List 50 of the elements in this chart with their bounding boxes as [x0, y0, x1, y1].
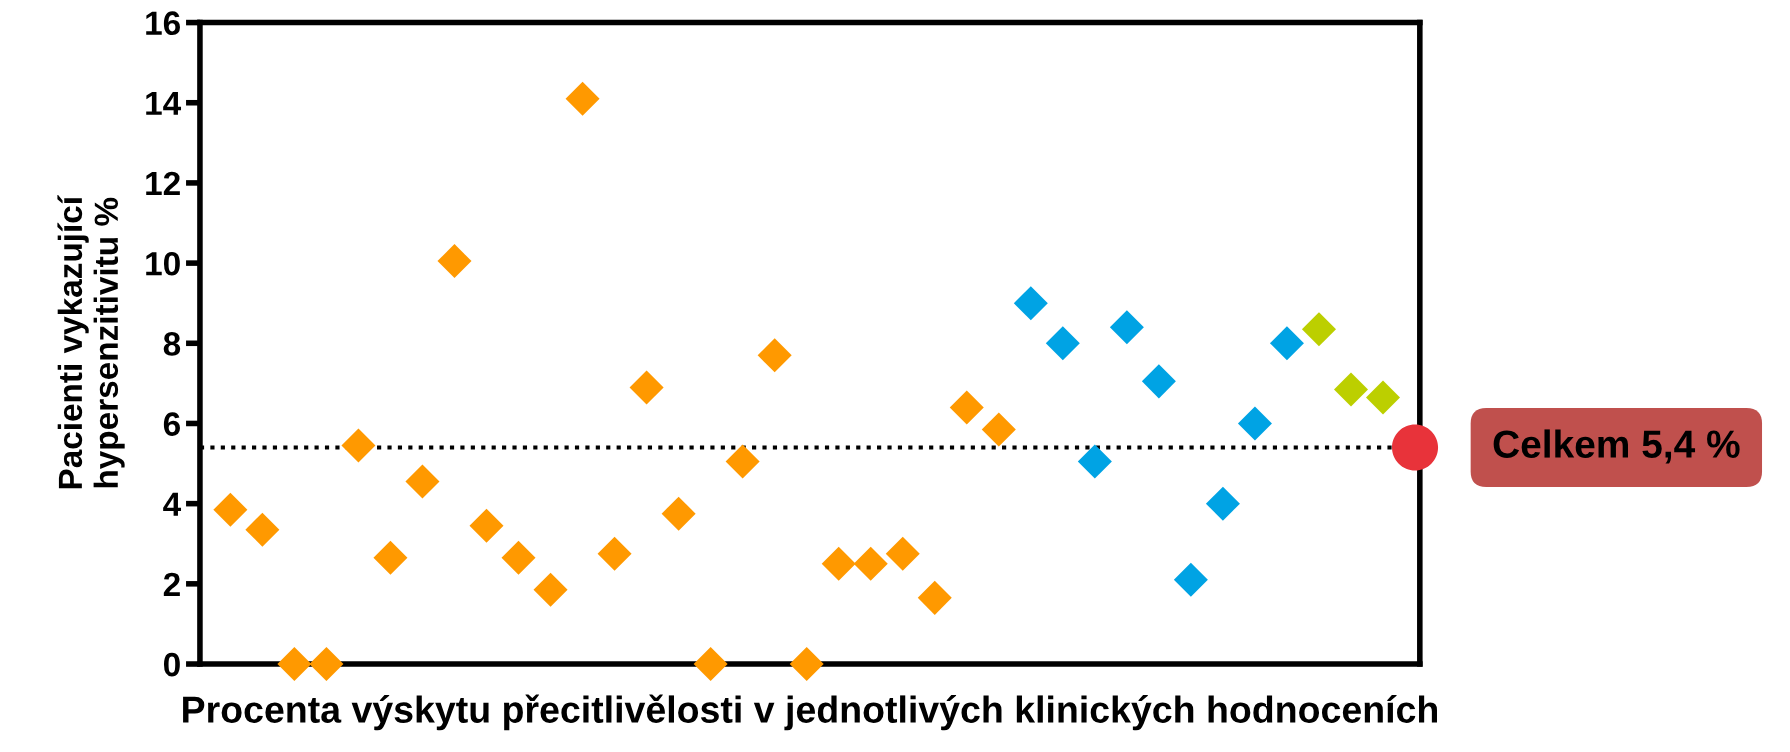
text: Celkem 5,4 %: [1493, 429, 1740, 464]
point: [213, 492, 248, 527]
y-tick-label: 16: [146, 11, 180, 35]
y-axis-title: Pacienti vykazující hypersenzitivitu %: [57, 195, 125, 489]
point: [341, 428, 376, 463]
point: [981, 412, 1016, 447]
y-tick-label: 8: [163, 332, 181, 356]
point: [821, 546, 856, 581]
y-tick-label: 2: [163, 572, 180, 596]
point: [949, 390, 984, 425]
point: [533, 572, 568, 607]
point: [1269, 326, 1304, 361]
point: [469, 508, 504, 543]
point: [1333, 372, 1368, 407]
point: [277, 647, 312, 682]
point: [373, 540, 408, 575]
point: [885, 536, 920, 571]
y-tick-label: 12: [146, 171, 180, 195]
point: [629, 370, 664, 405]
point: [245, 512, 280, 547]
point: [1366, 380, 1401, 415]
x-axis-title: Procenta výskytu přecitlivělosti v jednotlivých klinických hodnoceních: [183, 694, 1437, 731]
point: [1141, 364, 1176, 399]
point: [1045, 326, 1080, 361]
point: [1173, 562, 1208, 597]
point: [725, 444, 760, 479]
point: [565, 81, 600, 116]
point: [789, 647, 824, 682]
point: [1237, 406, 1272, 441]
point: [693, 647, 728, 682]
y-tick-label: 14: [146, 91, 182, 115]
y-tick-label: 0: [163, 652, 180, 677]
point: [437, 244, 472, 279]
y-tick-label: 4: [163, 492, 182, 516]
y-tick-label: 6: [163, 412, 180, 436]
point: [1109, 310, 1144, 345]
point: [661, 496, 696, 531]
point: [757, 338, 792, 373]
point: [1013, 286, 1048, 321]
point: [501, 540, 536, 575]
point: [1077, 444, 1112, 479]
point: [1205, 486, 1240, 521]
point: [405, 464, 440, 499]
y-tick-label: 10: [146, 251, 180, 276]
point: [1392, 424, 1439, 471]
point: [1301, 312, 1336, 347]
point: [853, 546, 888, 581]
point: [309, 647, 344, 682]
point: [917, 580, 952, 615]
point: [597, 536, 632, 571]
